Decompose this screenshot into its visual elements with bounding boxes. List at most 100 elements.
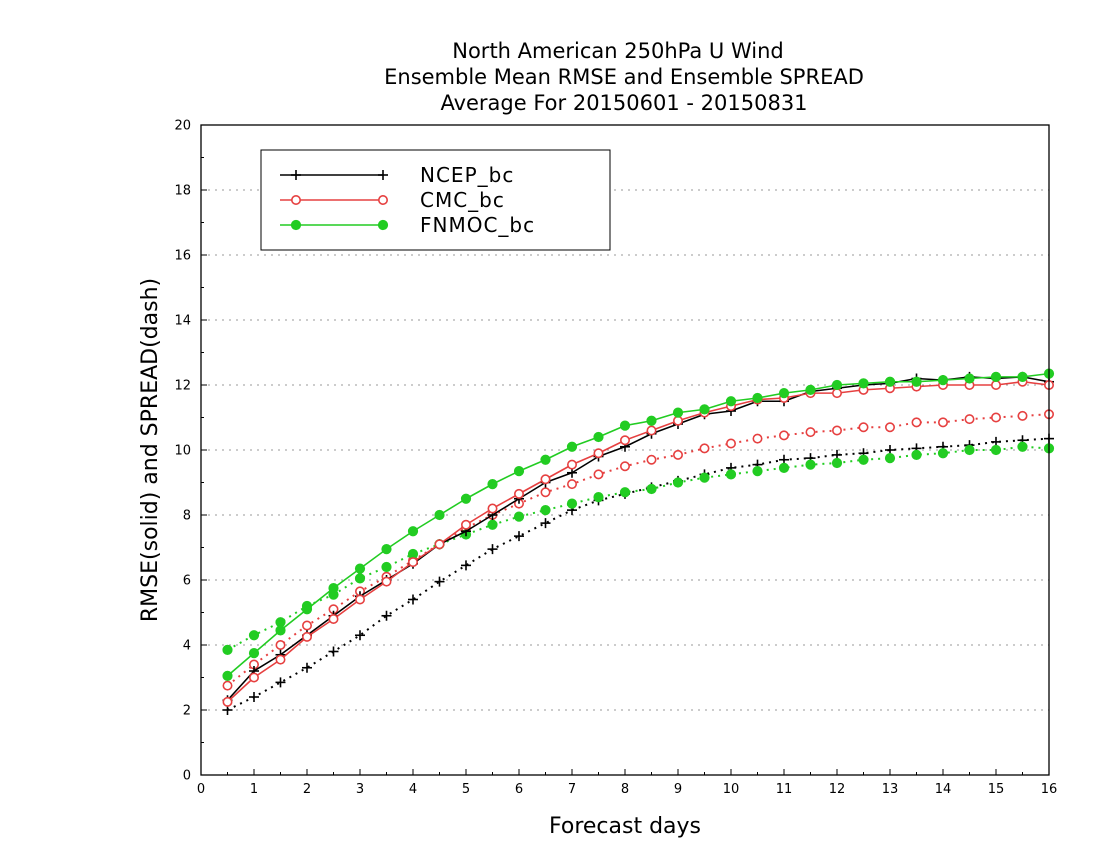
x-tick-label-1: 1 bbox=[250, 782, 258, 797]
y-tick-label-8: 8 bbox=[183, 509, 191, 524]
x-tick-label-11: 11 bbox=[776, 782, 793, 797]
point-cmc-bc-rmse bbox=[301, 631, 312, 642]
point-fnmoc-bc-rmse bbox=[911, 376, 922, 387]
legend-marker-fnmoc-bc-b bbox=[377, 219, 389, 231]
point-fnmoc-bc-spread bbox=[911, 449, 922, 460]
point-cmc-bc-rmse bbox=[354, 594, 365, 605]
line-cmc-bc-rmse bbox=[226, 380, 1050, 703]
point-cmc-bc-rmse bbox=[619, 435, 630, 446]
point-fnmoc-bc-rmse bbox=[672, 407, 684, 418]
point-fnmoc-bc-spread bbox=[222, 644, 233, 655]
point-ncep-bc-spread bbox=[434, 576, 445, 587]
legend-marker-cmc-bc-b bbox=[377, 195, 388, 206]
point-cmc-bc-spread bbox=[937, 417, 948, 428]
point-ncep-bc-spread bbox=[275, 677, 286, 688]
series-fnmoc-bc-spread bbox=[222, 441, 1055, 655]
legend-marker-cmc-bc-a bbox=[290, 195, 301, 206]
point-fnmoc-bc-spread bbox=[937, 448, 949, 459]
point-fnmoc-bc-rmse bbox=[752, 392, 763, 404]
y-tick-label-6: 6 bbox=[183, 574, 191, 589]
point-fnmoc-bc-spread bbox=[540, 505, 551, 516]
point-ncep-bc-spread bbox=[540, 518, 551, 529]
point-fnmoc-bc-spread bbox=[805, 459, 816, 470]
series-ncep-bc-spread bbox=[222, 433, 1054, 715]
x-axis-label: Forecast days bbox=[549, 814, 701, 839]
x-tick-label-8: 8 bbox=[621, 782, 629, 797]
point-fnmoc-bc-rmse bbox=[434, 509, 445, 521]
point-fnmoc-bc-spread bbox=[381, 561, 392, 573]
y-axis-label: RMSE(solid) and SPREAD(dash) bbox=[138, 278, 163, 622]
point-cmc-bc-spread bbox=[566, 479, 577, 490]
point-fnmoc-bc-spread bbox=[858, 454, 869, 465]
point-cmc-bc-rmse bbox=[513, 488, 524, 499]
point-fnmoc-bc-spread bbox=[752, 466, 763, 477]
point-cmc-bc-spread bbox=[619, 461, 630, 472]
point-fnmoc-bc-spread bbox=[672, 477, 684, 488]
legend-marker-fnmoc-bc-a bbox=[290, 219, 302, 231]
line-cmc-bc-spread bbox=[226, 413, 1050, 687]
series-ncep-bc-rmse bbox=[222, 371, 1054, 706]
x-axis: 0 1 2 3 4 5 6 7 8 9 10 11 12 13 14 15 16 bbox=[197, 769, 1057, 797]
point-ncep-bc-spread bbox=[408, 594, 418, 605]
point-fnmoc-bc-rmse bbox=[990, 371, 1002, 382]
point-cmc-bc-rmse bbox=[487, 503, 498, 514]
line-ncep-bc-spread bbox=[227, 437, 1050, 711]
point-cmc-bc-spread bbox=[672, 449, 683, 460]
point-fnmoc-bc-rmse bbox=[540, 454, 551, 465]
point-cmc-bc-rmse bbox=[593, 448, 604, 459]
point-fnmoc-bc-rmse bbox=[937, 375, 949, 386]
point-fnmoc-bc-spread bbox=[646, 483, 657, 495]
point-fnmoc-bc-spread bbox=[778, 462, 790, 473]
point-fnmoc-bc-spread bbox=[725, 469, 737, 480]
point-cmc-bc-rmse bbox=[222, 696, 233, 707]
line-fnmoc-bc-spread bbox=[227, 445, 1050, 651]
point-fnmoc-bc-rmse bbox=[1017, 371, 1028, 382]
point-cmc-bc-rmse bbox=[566, 459, 577, 470]
x-tick-label-16: 16 bbox=[1041, 782, 1058, 797]
point-fnmoc-bc-rmse bbox=[460, 493, 472, 504]
legend-marker-ncep-bc-b bbox=[378, 170, 388, 180]
point-cmc-bc-rmse bbox=[407, 557, 418, 568]
point-cmc-bc-spread bbox=[884, 422, 895, 433]
point-fnmoc-bc-rmse bbox=[725, 396, 737, 407]
y-tick-label-18: 18 bbox=[174, 184, 191, 199]
point-cmc-bc-spread bbox=[964, 414, 975, 425]
point-fnmoc-bc-spread bbox=[1017, 441, 1028, 452]
x-tick-label-7: 7 bbox=[568, 782, 576, 797]
point-fnmoc-bc-rmse bbox=[513, 466, 525, 477]
y-tick-label-14: 14 bbox=[174, 314, 191, 329]
point-fnmoc-bc-rmse bbox=[699, 404, 710, 415]
point-fnmoc-bc-spread bbox=[990, 444, 1002, 456]
point-cmc-bc-spread bbox=[593, 469, 604, 480]
series-cmc-bc-rmse bbox=[222, 376, 1055, 707]
point-cmc-bc-spread bbox=[540, 487, 551, 498]
y-tick-label-2: 2 bbox=[183, 704, 191, 719]
point-cmc-bc-rmse bbox=[434, 539, 445, 550]
point-fnmoc-bc-rmse bbox=[858, 378, 869, 389]
point-ncep-bc-spread bbox=[302, 662, 312, 673]
point-cmc-bc-spread bbox=[858, 422, 869, 433]
series-fnmoc-bc-rmse bbox=[222, 368, 1055, 681]
legend-marker-ncep-bc-a bbox=[291, 170, 301, 180]
point-cmc-bc-spread bbox=[725, 438, 736, 449]
point-fnmoc-bc-spread bbox=[354, 573, 366, 584]
point-cmc-bc-rmse bbox=[831, 388, 842, 399]
y-tick-label-16: 16 bbox=[174, 249, 191, 264]
point-cmc-bc-rmse bbox=[672, 415, 683, 426]
chart-title-line-2: Ensemble Mean RMSE and Ensemble SPREAD bbox=[384, 65, 864, 89]
legend-label-cmc-bc: CMC_bc bbox=[420, 188, 505, 212]
point-fnmoc-bc-rmse bbox=[593, 431, 604, 443]
y-tick-label-20: 20 bbox=[174, 119, 191, 134]
point-cmc-bc-rmse bbox=[646, 425, 657, 436]
series-cmc-bc-spread bbox=[222, 409, 1055, 691]
point-fnmoc-bc-spread bbox=[566, 498, 578, 509]
x-tick-label-10: 10 bbox=[723, 782, 740, 797]
x-tick-label-3: 3 bbox=[356, 782, 364, 797]
x-tick-label-0: 0 bbox=[197, 782, 205, 797]
point-cmc-bc-spread bbox=[990, 412, 1001, 423]
point-cmc-bc-rmse bbox=[990, 379, 1001, 390]
point-fnmoc-bc-spread bbox=[699, 472, 710, 483]
point-fnmoc-bc-spread bbox=[831, 457, 843, 469]
point-fnmoc-bc-rmse bbox=[301, 604, 313, 615]
point-cmc-bc-spread bbox=[222, 680, 233, 691]
